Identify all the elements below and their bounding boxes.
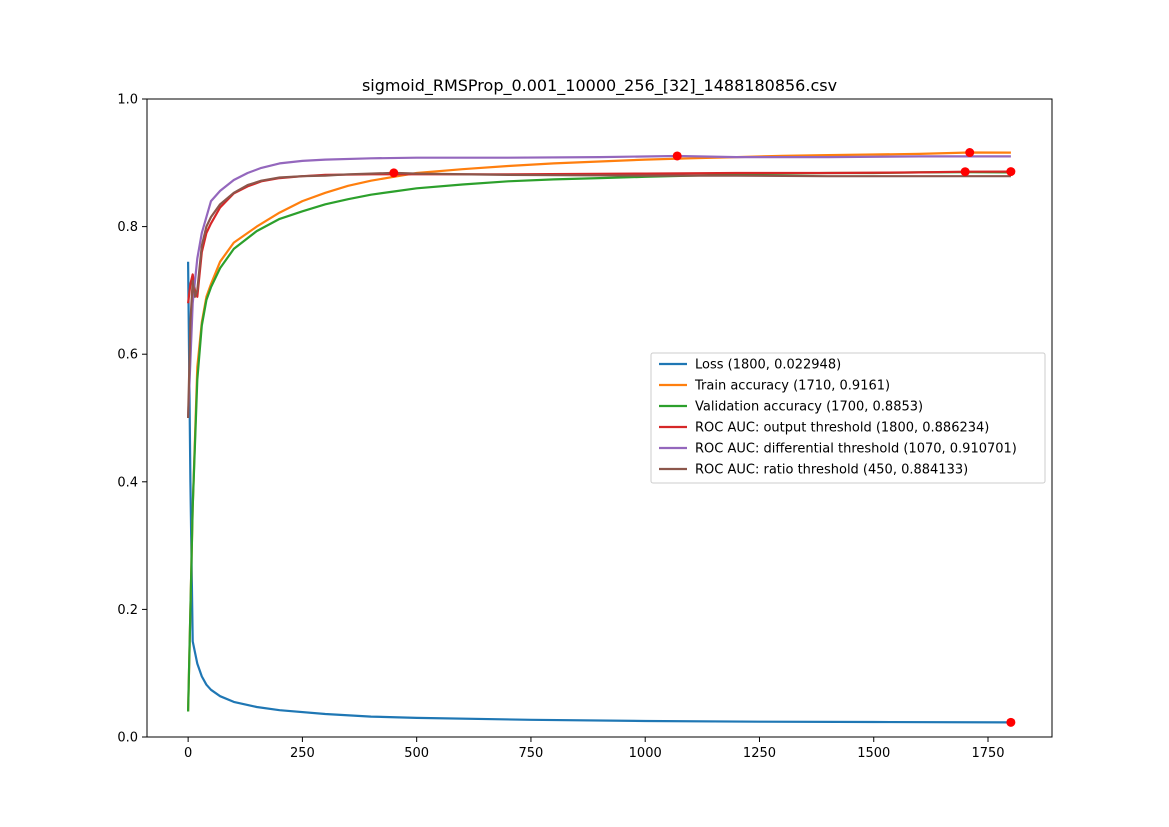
chart-title: sigmoid_RMSProp_0.001_10000_256_[32]_148…: [362, 76, 837, 96]
y-tick-label: 0.8: [117, 220, 138, 235]
max-point-marker: [1006, 717, 1016, 727]
x-tick-label: 250: [290, 746, 315, 761]
max-point-marker: [960, 167, 970, 177]
y-tick-label: 0.2: [117, 603, 138, 618]
x-tick-label: 750: [519, 746, 544, 761]
x-tick-label: 1250: [743, 746, 776, 761]
x-axis: 0 250 500 750 1000 1250 1500 1750: [184, 737, 1005, 761]
y-axis: 0.0 0.2 0.4 0.6 0.8 1.0: [117, 93, 147, 746]
legend-label: ROC AUC: output threshold (1800, 0.88623…: [695, 421, 989, 436]
legend-label: ROC AUC: ratio threshold (450, 0.884133): [695, 463, 968, 478]
x-tick-label: 0: [184, 746, 192, 761]
max-point-marker: [672, 151, 682, 161]
max-point-marker: [965, 148, 975, 158]
legend-label: ROC AUC: differential threshold (1070, 0…: [695, 442, 1017, 457]
y-tick-label: 0.4: [117, 475, 138, 490]
x-tick-label: 1500: [857, 746, 890, 761]
series-line-4: [187, 154, 1011, 419]
legend-label: Validation accuracy (1700, 0.8853): [695, 400, 923, 415]
max-point-marker: [389, 168, 399, 178]
x-tick-label: 1750: [971, 746, 1004, 761]
y-tick-label: 0.6: [117, 348, 138, 363]
legend: Loss (1800, 0.022948) Train accuracy (171…: [650, 352, 1046, 484]
series-line-5: [187, 171, 1011, 419]
y-tick-label: 1.0: [117, 93, 138, 108]
legend-label: Train accuracy (1710, 0.9161): [694, 379, 890, 394]
y-tick-label: 0.0: [117, 731, 138, 746]
series-line-0: [187, 261, 1011, 724]
marker-layer: [389, 148, 1016, 727]
max-point-marker: [1006, 167, 1016, 177]
x-tick-label: 500: [404, 746, 429, 761]
legend-box: [650, 352, 1046, 484]
plot-area-frame: [146, 98, 1053, 738]
x-tick-label: 1000: [629, 746, 662, 761]
legend-label: Loss (1800, 0.022948): [695, 358, 841, 373]
